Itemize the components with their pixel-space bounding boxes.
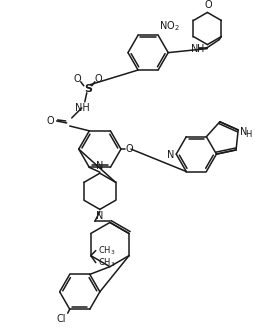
Text: CH$_3$: CH$_3$ [98, 244, 115, 257]
Text: O: O [94, 74, 102, 84]
Text: O: O [126, 144, 134, 154]
Text: Cl: Cl [56, 314, 66, 324]
Text: N: N [240, 127, 248, 137]
Text: S: S [84, 84, 92, 94]
Text: N: N [167, 150, 174, 160]
Text: O: O [74, 74, 82, 84]
Text: H: H [245, 130, 251, 139]
Text: O: O [205, 0, 212, 10]
Text: N: N [96, 161, 104, 171]
Text: H: H [197, 44, 205, 54]
Text: NH: NH [75, 103, 90, 113]
Text: O: O [46, 116, 54, 126]
Text: CH$_3$: CH$_3$ [98, 256, 115, 269]
Text: N: N [191, 44, 199, 54]
Text: NO$_2$: NO$_2$ [159, 19, 180, 33]
Text: N: N [96, 211, 104, 221]
